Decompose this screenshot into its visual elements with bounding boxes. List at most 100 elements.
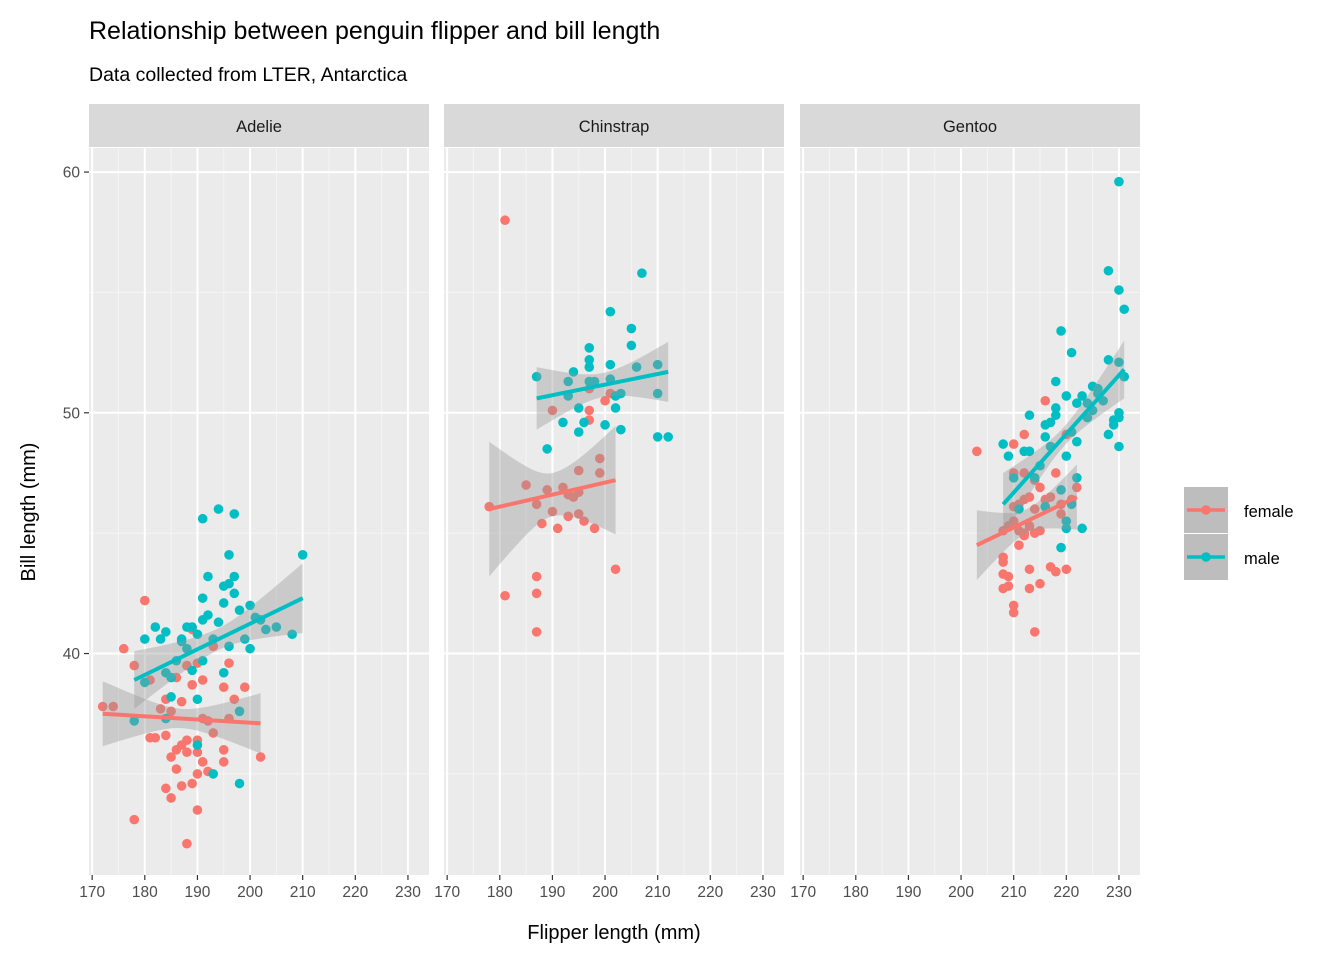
male-point: [1050, 410, 1061, 421]
x-tick-label: 220: [697, 884, 723, 901]
female-point: [1035, 482, 1045, 493]
female-point: [150, 732, 161, 743]
male-point: [224, 641, 234, 652]
female-point: [182, 735, 192, 745]
female-point: [1014, 540, 1024, 551]
male-point: [1114, 441, 1124, 452]
female-regression-line: [102, 711, 261, 726]
female-point: [1050, 566, 1061, 577]
x-tick-label: 230: [395, 884, 421, 901]
female-point: [166, 752, 176, 762]
facet-gentoo: Gentoo 170 180 190 200 210 220 230: [790, 104, 1140, 901]
male-point: [1103, 355, 1114, 365]
female-point: [610, 564, 621, 575]
male-point: [187, 665, 197, 676]
female-point: [218, 745, 229, 755]
female-point: [573, 465, 584, 476]
female-point: [1061, 564, 1072, 575]
female-point: [176, 781, 187, 791]
female-point: [161, 783, 171, 794]
male-regression-line: [536, 369, 669, 401]
female-point: [547, 506, 558, 517]
x-tick-label: 210: [1001, 884, 1027, 901]
male-point: [563, 376, 574, 387]
male-point: [558, 417, 568, 428]
female-point: [129, 660, 140, 671]
chart-subtitle: Data collected from LTER, Antarctica: [89, 64, 407, 86]
female-point: [998, 557, 1008, 567]
female-point: [197, 675, 208, 685]
male-point: [1119, 304, 1130, 315]
female-point: [218, 682, 229, 693]
female-point: [229, 694, 240, 705]
male-point: [150, 622, 161, 632]
female-point: [537, 518, 547, 529]
female-point: [542, 485, 552, 495]
male-point: [631, 362, 642, 372]
male-point: [1077, 391, 1087, 401]
male-point: [1114, 285, 1124, 295]
facet-chinstrap: Chinstrap 170 180 190 200 210 220 230: [434, 104, 784, 901]
male-point: [1045, 417, 1056, 428]
legend-male-point: [1201, 552, 1211, 562]
female-point: [531, 571, 542, 582]
male-point: [1061, 516, 1072, 526]
male-point: [1114, 357, 1124, 368]
x-tick-label: 220: [342, 884, 368, 901]
facet-strip: [89, 104, 429, 147]
facet-strip: [444, 104, 784, 147]
x-tick-label: 170: [79, 884, 105, 901]
male-point: [161, 627, 171, 637]
male-point: [1061, 451, 1072, 461]
male-point: [234, 706, 245, 717]
female-point: [972, 446, 982, 457]
male-point: [652, 359, 663, 370]
male-point: [573, 403, 584, 413]
female-point: [182, 747, 192, 758]
x-tick-label: 210: [645, 884, 671, 901]
male-point: [616, 424, 626, 435]
male-point: [218, 667, 229, 678]
x-tick-label: 230: [1106, 884, 1132, 901]
x-tick-label: 190: [539, 884, 565, 901]
male-point: [234, 778, 245, 789]
female-point: [192, 769, 203, 779]
male-point: [229, 509, 240, 519]
y-tick-label: 40: [63, 646, 81, 663]
female-point: [187, 680, 197, 690]
male-point: [139, 634, 150, 644]
female-point: [129, 814, 140, 825]
male-point: [542, 444, 552, 454]
male-regression-line: [133, 596, 304, 682]
female-point: [1008, 600, 1019, 611]
facet-panels: Adelie 170 180 190 200 210 220 230 40 50 60 Chinstr…: [63, 104, 1140, 901]
male-point: [187, 622, 197, 632]
male-point: [610, 403, 621, 413]
female-point: [589, 523, 600, 534]
female-point: [1040, 395, 1051, 406]
x-tick-label: 200: [592, 884, 618, 901]
facet-strip-label: Adelie: [236, 118, 282, 136]
female-point: [1024, 583, 1035, 594]
chart-title: Relationship between penguin flipper and…: [89, 17, 660, 45]
male-point: [1108, 420, 1119, 430]
female-point: [255, 752, 266, 762]
male-point: [245, 600, 255, 611]
x-tick-label: 180: [487, 884, 513, 901]
female-point: [224, 658, 234, 668]
male-point: [1066, 347, 1077, 358]
female-point: [1029, 627, 1040, 637]
male-point: [1024, 410, 1035, 421]
female-point: [579, 516, 589, 526]
male-point: [998, 439, 1008, 449]
female-point: [192, 805, 203, 815]
male-point: [166, 692, 176, 702]
x-tick-label: 190: [895, 884, 921, 901]
male-point: [176, 636, 187, 647]
male-point: [129, 716, 140, 726]
female-point: [1019, 429, 1030, 440]
y-axis-label: Bill length (mm): [18, 443, 40, 582]
male-point: [637, 268, 647, 278]
x-tick-label: 170: [434, 884, 460, 901]
male-point: [589, 376, 600, 387]
